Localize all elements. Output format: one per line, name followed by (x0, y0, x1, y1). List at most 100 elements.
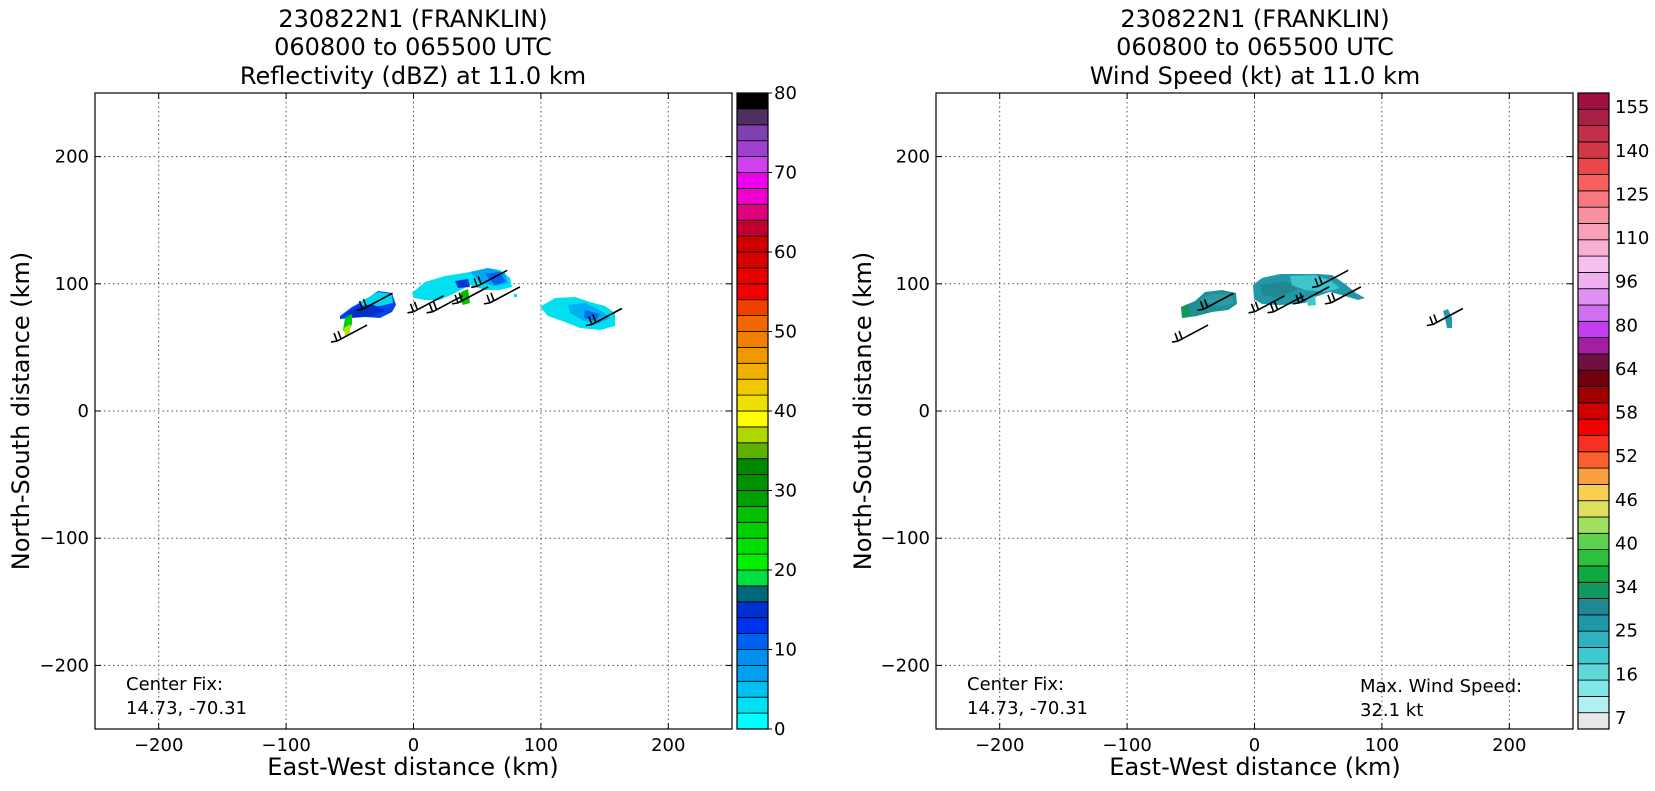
colorbar-cell (1577, 467, 1610, 485)
colorbar-cell (736, 426, 769, 444)
colorbar-tick-label: 25 (1615, 621, 1638, 642)
plot-area (95, 93, 732, 729)
x-tick-label: −200 (134, 735, 183, 756)
colorbar-tick-label: 40 (1615, 533, 1638, 554)
colorbar-cell (736, 315, 769, 332)
reflectivity-panel: 230822N1 (FRANKLIN) 060800 to 065500 UTC… (7, 5, 797, 781)
colorbar-tick-label: 70 (774, 163, 797, 184)
colorbar-cell (1577, 614, 1610, 632)
wind-barb (483, 286, 521, 305)
wind-barb (1197, 292, 1234, 312)
colorbar-cell (736, 649, 769, 666)
colorbar-cell (736, 537, 769, 555)
y-tick-label: 0 (919, 401, 930, 422)
title-line-3: Wind Speed (kt) at 11.0 km (1090, 62, 1421, 90)
colorbar-frame (1577, 92, 1610, 730)
x-tick-label: −200 (975, 735, 1024, 756)
colorbar-cell (1577, 532, 1610, 551)
colorbar-cell (1577, 598, 1610, 616)
colorbar-cell (736, 617, 769, 635)
title-line-2: 060800 to 065500 UTC (1116, 33, 1394, 61)
wind-barb (585, 307, 623, 327)
title-line-3: Reflectivity (dBZ) at 11.0 km (240, 62, 586, 90)
y-axis-label: North-South distance (km) (7, 252, 35, 571)
wind-barb (407, 295, 444, 314)
colorbar-cell (736, 362, 769, 380)
colorbar-cell (1577, 206, 1610, 224)
colorbar-cell (1577, 695, 1610, 714)
y-tick-label: 0 (78, 401, 89, 422)
echo-region (412, 268, 517, 305)
colorbar-tick-label: 80 (774, 83, 797, 104)
x-tick-label: 0 (408, 735, 419, 756)
colorbar-cell (1577, 549, 1610, 567)
colorbar-cell (1577, 402, 1610, 420)
colorbar-cell (1577, 304, 1610, 322)
colorbar-cell (736, 124, 769, 142)
colorbar-cell (736, 219, 769, 237)
wind-speed-field (1171, 269, 1464, 343)
colorbar-cell (736, 633, 769, 650)
colorbar-cell (736, 458, 769, 476)
colorbar-cell (1577, 483, 1610, 502)
wind-speed-colorbar: 7 16 25 34 40 46 52 58 64 80 96 110 125 140 155 (1577, 92, 1649, 730)
x-tick-label: 100 (524, 735, 558, 756)
wind-barb (1267, 295, 1304, 314)
colorbar-cell (736, 283, 769, 301)
colorbar-cell (1577, 157, 1610, 175)
x-tick-label: 0 (1249, 735, 1260, 756)
colorbar-cell (1577, 500, 1610, 518)
colorbar-cell (1577, 337, 1610, 355)
colorbar-cell (736, 394, 769, 412)
title-line-2: 060800 to 065500 UTC (274, 33, 552, 61)
axis-ticks: −200 −100 0 100 200 −200 −100 0 100 200 (40, 93, 732, 756)
colorbar-cell (1577, 712, 1610, 730)
colorbar-cell (736, 378, 769, 396)
colorbar-cell (1577, 190, 1610, 208)
colorbar-cell (1577, 435, 1610, 453)
colorbar-tick-label: 125 (1615, 184, 1649, 205)
colorbar-cell (1577, 581, 1610, 599)
colorbar-cell (736, 474, 769, 491)
colorbar-cell (1577, 369, 1610, 387)
colorbar-cell (736, 442, 769, 460)
colorbar-cell (736, 585, 769, 603)
colorbar-cell (736, 665, 769, 682)
wind-barb (471, 269, 508, 289)
wind-speed-panel: 230822N1 (FRANKLIN) 060800 to 065500 UTC… (849, 5, 1649, 781)
reflectivity-echoes (330, 268, 623, 343)
colorbar-tick-label: 50 (774, 322, 797, 343)
colorbar-cell (736, 203, 769, 221)
colorbar-cell (736, 680, 769, 698)
wind-barb (1248, 295, 1285, 314)
plot-area (936, 93, 1573, 729)
colorbar-cell (736, 187, 769, 205)
colorbar-cell (736, 251, 769, 269)
y-axis-label: North-South distance (km) (849, 252, 877, 571)
reflectivity-colorbar: 0 10 20 30 40 50 60 70 80 (736, 83, 797, 740)
colorbar-tick-label: 40 (774, 401, 797, 422)
colorbar-cell (1577, 271, 1610, 290)
colorbar-tick-label: 60 (774, 242, 797, 263)
max-wind-label: Max. Wind Speed: (1360, 676, 1522, 697)
colorbar-cell (1577, 663, 1610, 681)
x-tick-label: −100 (1102, 735, 1151, 756)
colorbar-tick-label: 52 (1615, 446, 1638, 467)
colorbar-cell (1577, 353, 1610, 371)
wind-barb (1171, 324, 1209, 343)
colorbar-cell (736, 521, 769, 539)
wind-barbs (1171, 269, 1464, 343)
title-line-1: 230822N1 (FRANKLIN) (278, 5, 547, 33)
colorbar-cell (1577, 516, 1610, 534)
center-fix-value: 14.73, -70.31 (967, 698, 1088, 719)
colorbar-tick-label: 0 (774, 719, 785, 740)
colorbar-cell (1577, 223, 1610, 241)
y-tick-label: 200 (896, 147, 930, 168)
colorbar-cell (1577, 288, 1610, 306)
colorbar-cell (736, 569, 769, 587)
wind-region (1443, 309, 1452, 328)
x-tick-label: −100 (261, 735, 310, 756)
colorbar-cell (736, 490, 769, 507)
colorbar-cell (1577, 679, 1610, 697)
colorbar-cell (1577, 239, 1610, 257)
